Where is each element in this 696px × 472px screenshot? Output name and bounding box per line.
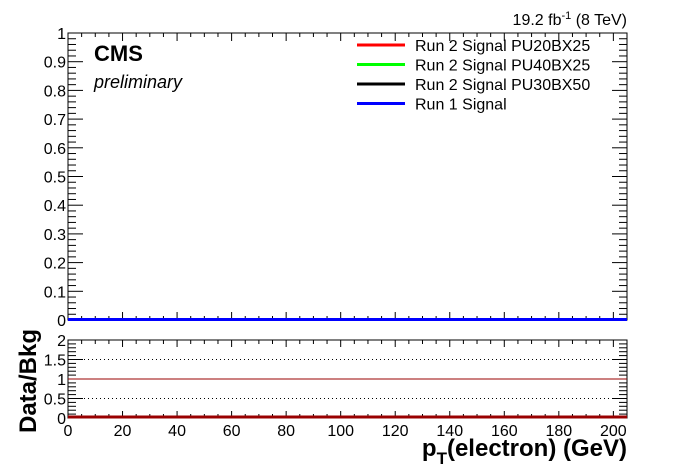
main-y-tick-label: 0.9 (44, 55, 66, 72)
experiment-label: CMS (94, 41, 143, 66)
main-y-tick-label: 0.4 (44, 198, 66, 215)
main-y-tick-label: 0.1 (44, 284, 66, 301)
main-y-axis: 0 0.1 0.2 0.3 0.4 0.5 0.6 0.7 0.8 0.9 1 (44, 26, 627, 330)
legend-entry-2: Run 2 Signal PU40BX25 (415, 58, 590, 75)
x-tick-label: 200 (600, 423, 627, 440)
ratio-y-tick-label: 2 (57, 333, 66, 350)
x-title-sub: T (437, 449, 448, 468)
x-tick-label: 40 (168, 423, 186, 440)
ratio-y-tick-label: 0.5 (44, 392, 66, 409)
x-title-p: p (422, 435, 437, 462)
legend: Run 2 Signal PU20BX25 Run 2 Signal PU40BX… (357, 38, 590, 114)
main-y-tick-label: 0.7 (44, 112, 66, 129)
luminosity-label: 19.2 fb-1 (8 TeV) (513, 10, 627, 29)
legend-entry-3: Run 2 Signal PU30BX50 (415, 77, 590, 94)
lumi-energy: (8 TeV) (571, 12, 627, 29)
main-y-tick-label: 0.5 (44, 170, 66, 187)
main-y-tick-label: 0.3 (44, 227, 66, 244)
x-tick-label: 100 (327, 423, 354, 440)
x-tick-label: 80 (277, 423, 295, 440)
x-axis-title: pT(electron) (GeV) (422, 435, 627, 468)
main-y-tick-label: 0 (57, 313, 66, 330)
x-tick-label: 140 (436, 423, 463, 440)
ratio-y-title: Data/Bkg (15, 329, 42, 433)
ratio-y-tick-label: 0 (57, 411, 66, 428)
main-y-tick-label: 0.8 (44, 83, 66, 100)
legend-entry-1: Run 2 Signal PU20BX25 (415, 38, 590, 55)
lumi-value: 19.2 fb (513, 12, 562, 29)
lumi-sup: -1 (561, 10, 571, 22)
x-title-rest: (electron) (GeV) (447, 435, 627, 462)
ratio-reference-lines (68, 359, 627, 399)
ratio-y-axis: 0 0.5 1 1.5 2 (44, 333, 627, 428)
x-tick-label: 20 (114, 423, 132, 440)
x-tick-label: 180 (545, 423, 572, 440)
x-tick-label: 0 (64, 423, 73, 440)
x-tick-label: 160 (491, 423, 518, 440)
main-y-tick-label: 1 (57, 26, 66, 43)
x-tick-label: 120 (382, 423, 409, 440)
ratio-x-axis: 0 20 40 60 80 100 120 140 160 180 200 (64, 340, 628, 440)
legend-entry-4: Run 1 Signal (415, 97, 507, 114)
ratio-y-tick-label: 1 (57, 372, 66, 389)
status-label: preliminary (93, 72, 183, 92)
x-tick-label: 60 (223, 423, 241, 440)
main-y-tick-label: 0.2 (44, 256, 66, 273)
ratio-y-tick-label: 1.5 (44, 353, 66, 370)
main-y-tick-label: 0.6 (44, 141, 66, 158)
